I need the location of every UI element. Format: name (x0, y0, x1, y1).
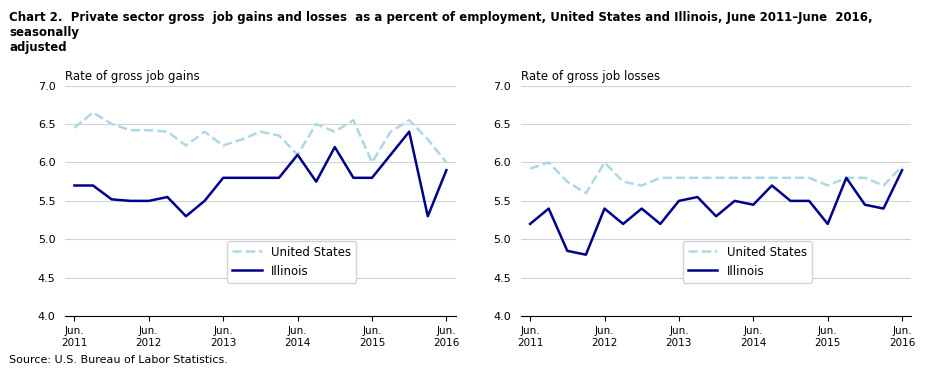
United States (348, 118, 359, 122)
Legend: United States, Illinois: United States, Illinois (683, 241, 812, 283)
Illinois (804, 199, 815, 203)
Illinois (348, 176, 359, 180)
Text: Rate of gross job gains: Rate of gross job gains (65, 70, 200, 83)
United States (273, 133, 285, 138)
Illinois (897, 168, 908, 172)
Illinois (162, 195, 173, 199)
Illinois (106, 197, 117, 202)
United States (218, 143, 229, 148)
Illinois (180, 214, 192, 218)
Illinois (404, 129, 415, 134)
United States (525, 166, 536, 171)
United States (87, 110, 99, 115)
Illinois (822, 222, 833, 226)
United States (636, 183, 647, 188)
United States (125, 128, 136, 132)
Illinois (385, 153, 396, 157)
Illinois (859, 202, 870, 207)
United States (199, 129, 210, 134)
United States (655, 176, 666, 180)
Illinois (748, 202, 759, 207)
Illinois (255, 176, 266, 180)
United States (729, 176, 740, 180)
Illinois (599, 206, 610, 211)
Illinois (366, 176, 378, 180)
Text: Rate of gross job losses: Rate of gross job losses (521, 70, 660, 83)
Illinois (441, 168, 452, 172)
Illinois (729, 199, 740, 203)
Illinois (841, 176, 852, 180)
Illinois (292, 153, 303, 157)
Illinois (673, 199, 684, 203)
United States (329, 129, 340, 134)
Line: Illinois: Illinois (530, 170, 902, 255)
United States (543, 160, 554, 165)
Illinois (69, 183, 80, 188)
United States (878, 183, 889, 188)
United States (841, 176, 852, 180)
Illinois (562, 248, 573, 253)
Illinois (711, 214, 722, 218)
Illinois (878, 206, 889, 211)
United States (897, 164, 908, 169)
Illinois (218, 176, 229, 180)
Illinois (785, 199, 796, 203)
Illinois (655, 222, 666, 226)
United States (385, 129, 396, 134)
Illinois (199, 199, 210, 203)
United States (785, 176, 796, 180)
United States (255, 129, 266, 134)
United States (859, 176, 870, 180)
Text: Source: U.S. Bureau of Labor Statistics.: Source: U.S. Bureau of Labor Statistics. (9, 355, 228, 365)
United States (292, 153, 303, 157)
United States (311, 122, 322, 126)
Illinois (525, 222, 536, 226)
United States (822, 183, 833, 188)
Illinois (543, 206, 554, 211)
United States (143, 128, 154, 132)
United States (766, 176, 777, 180)
United States (692, 176, 703, 180)
Illinois (766, 183, 777, 188)
Illinois (143, 199, 154, 203)
Line: United States: United States (74, 112, 446, 163)
Text: Chart 2.  Private sector gross  job gains and losses  as a percent of employment: Chart 2. Private sector gross job gains … (9, 11, 873, 54)
United States (580, 191, 591, 195)
Illinois (311, 179, 322, 184)
Illinois (422, 214, 433, 218)
United States (422, 137, 433, 142)
Illinois (636, 206, 647, 211)
Illinois (692, 195, 703, 199)
United States (673, 176, 684, 180)
United States (162, 129, 173, 134)
Illinois (618, 222, 629, 226)
United States (106, 122, 117, 126)
United States (804, 176, 815, 180)
Legend: United States, Illinois: United States, Illinois (227, 241, 356, 283)
United States (748, 176, 759, 180)
Illinois (125, 199, 136, 203)
Illinois (273, 176, 285, 180)
United States (711, 176, 722, 180)
United States (69, 126, 80, 130)
Illinois (87, 183, 99, 188)
Illinois (329, 145, 340, 149)
Line: Illinois: Illinois (74, 132, 446, 216)
Line: United States: United States (530, 163, 902, 193)
United States (618, 179, 629, 184)
United States (180, 143, 192, 148)
United States (441, 160, 452, 165)
United States (562, 179, 573, 184)
Illinois (236, 176, 247, 180)
United States (236, 137, 247, 142)
Illinois (580, 253, 591, 257)
United States (599, 160, 610, 165)
United States (404, 118, 415, 122)
United States (366, 160, 378, 165)
